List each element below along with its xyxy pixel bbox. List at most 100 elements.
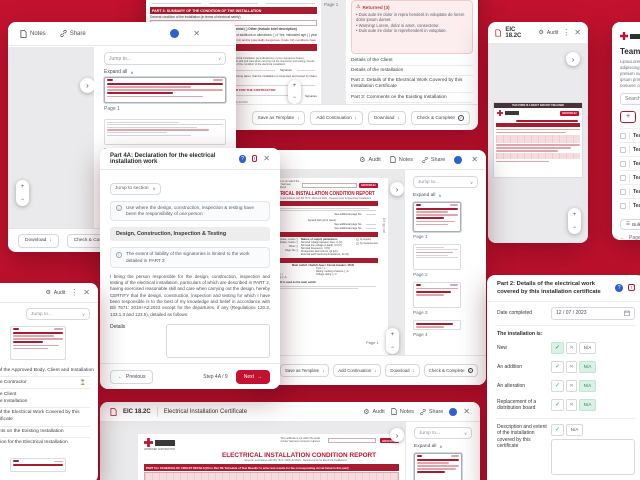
jump-to-section-select[interactable]: Jump to section ∨ xyxy=(110,182,161,195)
team-row[interactable]: Team xyxy=(620,170,640,184)
option-check[interactable]: ✓ xyxy=(551,360,564,373)
form-alert-icon[interactable]: ! xyxy=(251,155,258,162)
zoom-out-button[interactable]: − xyxy=(20,196,25,203)
row-checkbox[interactable] xyxy=(620,202,626,209)
audit-item-installation[interactable]: Details of the Installation xyxy=(0,399,28,405)
close-icon[interactable]: ✕ xyxy=(463,406,470,416)
page-thumbnail[interactable] xyxy=(413,282,461,308)
date-completed-input[interactable]: 12 / 07 / 2023 xyxy=(551,306,635,320)
page-thumbnail[interactable] xyxy=(104,77,226,103)
zoom-out-button[interactable]: − xyxy=(572,224,577,231)
team-row[interactable]: Team xyxy=(620,156,640,170)
option-na[interactable]: N/A xyxy=(579,341,596,354)
page-thumbnail[interactable] xyxy=(104,119,226,145)
close-icon[interactable]: ✕ xyxy=(193,28,200,38)
add-continuation-button[interactable]: Add Continuation ↓ xyxy=(333,364,382,377)
avatar[interactable] xyxy=(449,407,458,416)
team-row[interactable]: Team xyxy=(620,142,640,156)
close-icon[interactable]: ✕ xyxy=(471,154,478,164)
download-button[interactable]: Download ↓ xyxy=(18,233,59,248)
jump-to-select[interactable]: Jump to... ∨ xyxy=(104,52,226,65)
zoom-out-button[interactable]: − xyxy=(292,95,297,101)
page-thumbnail[interactable] xyxy=(413,320,461,330)
section-link-part3[interactable]: Part 3: Comments on the Existing Install… xyxy=(351,94,447,100)
expand-all-toggle[interactable]: Expand all ∧ xyxy=(104,69,134,75)
zoom-control[interactable]: + − xyxy=(16,180,29,206)
zoom-in-button[interactable]: + xyxy=(20,183,25,190)
zoom-control[interactable]: + − xyxy=(288,80,301,104)
option-cross[interactable]: ✕ xyxy=(566,341,577,354)
page-thumbnail[interactable] xyxy=(414,453,462,480)
share-button[interactable]: Share xyxy=(422,156,445,163)
audit-button[interactable]: ⚙ Audit xyxy=(45,289,66,297)
audit-item-contractor[interactable]: Details of the Contractor⌛ xyxy=(0,379,86,386)
audit-item-client[interactable]: Details of the Client xyxy=(0,391,17,397)
audit-item-part3[interactable]: Part 3: Comments on the Existing Install… xyxy=(0,429,64,435)
close-icon[interactable]: ✕ xyxy=(574,27,581,37)
audit-item-part1[interactable]: Part 1: Details of the Approved Body, Cl… xyxy=(0,368,94,373)
save-as-template-button[interactable]: Save as Template ↓ xyxy=(251,110,306,125)
section-link-part2[interactable]: Part 2: Details of the Electrical Work C… xyxy=(351,78,463,89)
close-icon[interactable]: ✕ xyxy=(83,287,90,297)
collapse-sidebar-button[interactable]: › xyxy=(390,182,404,196)
next-button[interactable]: Next → xyxy=(235,369,270,384)
bulk-actions-button[interactable]: ☰Bulk (0) xyxy=(620,218,640,230)
help-icon[interactable]: ? xyxy=(615,284,624,292)
share-button[interactable]: Share xyxy=(420,408,443,415)
audit-item-part2[interactable]: Part 2: Details of the Electrical Work C… xyxy=(0,410,80,422)
audit-button[interactable]: ⚙ Audit xyxy=(359,156,381,164)
zoom-in-button[interactable]: + xyxy=(572,211,577,218)
option-cross[interactable]: ✕ xyxy=(566,398,577,411)
page-thumbnail[interactable] xyxy=(10,326,66,360)
kebab-menu-icon[interactable]: ⋮ xyxy=(70,288,79,297)
section-link-installation[interactable]: Details of the Installation xyxy=(351,68,404,73)
zoom-in-button[interactable]: + xyxy=(390,331,395,338)
details-textarea[interactable] xyxy=(166,323,270,358)
row-checkbox[interactable] xyxy=(620,160,626,167)
row-checkbox[interactable] xyxy=(620,188,626,195)
team-row[interactable]: Team xyxy=(620,198,640,212)
check-complete-button[interactable]: Check & Complete✓ xyxy=(410,110,470,125)
notes-button[interactable]: Notes xyxy=(390,156,413,163)
form-alert-icon[interactable]: ! xyxy=(628,284,636,291)
kebab-menu-icon[interactable]: ⋮ xyxy=(562,28,571,37)
add-continuation-button[interactable]: Add Continuation ↓ xyxy=(310,110,363,125)
add-button[interactable]: + xyxy=(620,110,636,123)
option-na[interactable]: N/A xyxy=(579,398,596,411)
jump-to-select[interactable]: Jump to... ∨ xyxy=(414,427,472,439)
jump-to-select[interactable]: Jump to... ∨ xyxy=(413,176,478,188)
download-button[interactable]: Download ↓ xyxy=(385,364,420,377)
audit-button[interactable]: ⚙ Audit xyxy=(363,408,385,416)
option-cross[interactable]: ✕ xyxy=(566,360,577,373)
save-as-template-button[interactable]: Save as Template ↓ xyxy=(280,364,330,377)
option-check[interactable]: ✓ xyxy=(551,398,564,411)
option-na[interactable]: N/A xyxy=(579,360,596,373)
prev-page-icon[interactable]: ← xyxy=(620,235,625,240)
option-na[interactable]: N/A xyxy=(566,423,583,436)
row-checkbox[interactable] xyxy=(620,146,626,153)
expand-all-toggle[interactable]: Expand all ∧ xyxy=(413,193,442,198)
page-thumbnail[interactable] xyxy=(413,202,461,232)
avatar[interactable] xyxy=(170,29,180,38)
page-thumbnail[interactable] xyxy=(413,244,461,270)
collapse-sidebar-button[interactable]: › xyxy=(566,52,580,66)
zoom-control[interactable]: + − xyxy=(568,208,581,234)
zoom-out-button[interactable]: − xyxy=(390,344,395,351)
option-na[interactable]: N/A xyxy=(579,379,596,392)
close-icon[interactable]: ✕ xyxy=(263,153,270,163)
help-icon[interactable]: ? xyxy=(239,154,246,163)
collapse-sidebar-button[interactable]: › xyxy=(390,428,404,442)
row-checkbox[interactable] xyxy=(620,132,626,139)
option-check[interactable]: ✓ xyxy=(551,341,564,354)
download-button[interactable]: Download ↓ xyxy=(367,110,406,125)
section-link-client[interactable]: Details of the Client xyxy=(351,58,393,63)
description-textarea[interactable] xyxy=(551,438,635,475)
page-thumbnail[interactable] xyxy=(10,458,66,473)
zoom-in-button[interactable]: + xyxy=(292,83,297,89)
share-button[interactable]: Share xyxy=(60,30,86,37)
zoom-control[interactable]: + − xyxy=(386,328,399,354)
search-input[interactable] xyxy=(620,93,640,105)
pagination[interactable]: ← Page 1 xyxy=(620,235,640,240)
collapse-sidebar-button[interactable]: › xyxy=(80,78,95,93)
team-row[interactable]: Team xyxy=(620,184,640,198)
